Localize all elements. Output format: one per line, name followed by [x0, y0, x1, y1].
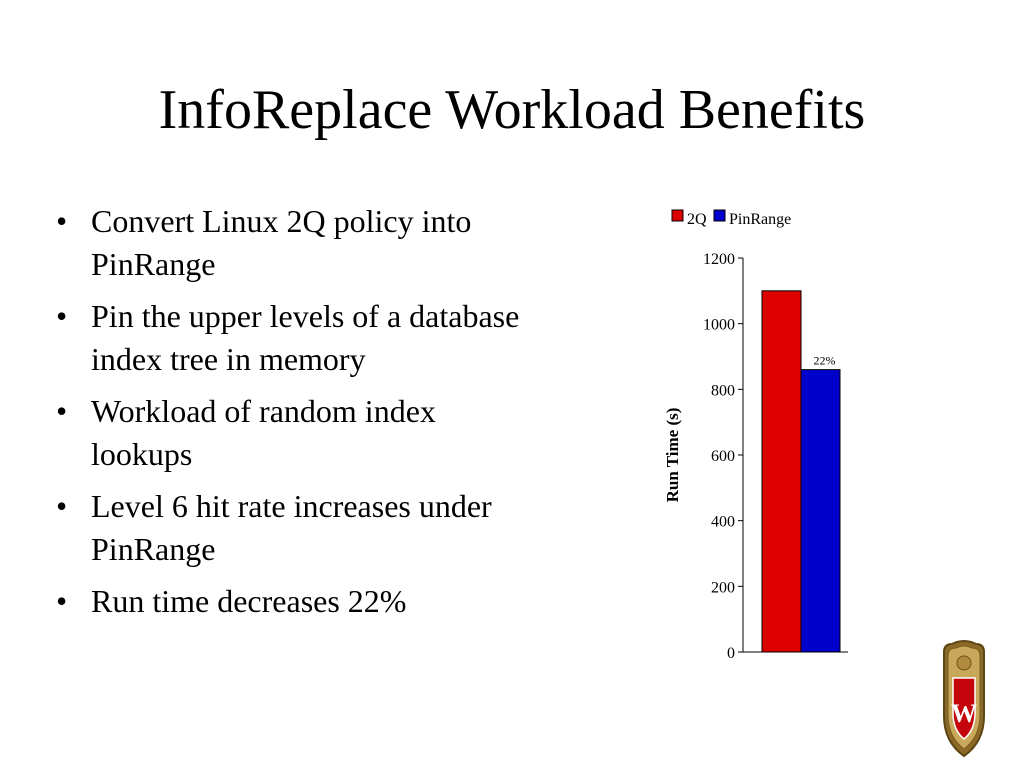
- bullet-dot: •: [56, 298, 68, 334]
- svg-text:W: W: [951, 699, 977, 728]
- bullet-item: • Level 6 hit rate increases under PinRan…: [50, 485, 520, 571]
- bar-data-label: 22%: [814, 354, 836, 368]
- bullet-text: Run time decreases 22%: [91, 583, 407, 619]
- bullet-text: Workload of random index lookups: [91, 393, 436, 472]
- slide-title: InfoReplace Workload Benefits: [158, 79, 866, 141]
- bullet-text: Convert Linux 2Q policy into PinRange: [91, 203, 472, 282]
- y-tick-label: 1000: [703, 317, 735, 334]
- legend-swatch: [713, 209, 726, 222]
- bullet-item: • Convert Linux 2Q policy into PinRange: [50, 200, 520, 286]
- bullet-item: • Workload of random index lookups: [50, 390, 520, 476]
- bar-2q: [761, 290, 802, 653]
- y-tick-label: 800: [711, 382, 735, 399]
- bullet-text: Level 6 hit rate increases under PinRang…: [91, 488, 492, 567]
- y-tick-label: 0: [727, 645, 735, 662]
- university-crest-icon: W: [943, 640, 985, 758]
- legend-label: 2Q: [687, 211, 707, 228]
- bullet-item: • Run time decreases 22%: [50, 580, 520, 623]
- y-tick-label: 1200: [703, 251, 735, 268]
- bullet-dot: •: [56, 203, 68, 239]
- bullet-dot: •: [56, 488, 68, 524]
- legend-label: PinRange: [729, 211, 791, 228]
- legend-swatch: [671, 209, 684, 222]
- y-tick-label: 600: [711, 448, 735, 465]
- bullet-text: Pin the upper levels of a database index…: [91, 298, 520, 377]
- y-tick-label: 400: [711, 514, 735, 531]
- bullet-item: • Pin the upper levels of a database inde…: [50, 295, 520, 381]
- y-tick-label: 200: [711, 579, 735, 596]
- bullet-list: • Convert Linux 2Q policy into PinRange •…: [50, 200, 520, 632]
- bullet-dot: •: [56, 393, 68, 429]
- y-axis-title: Run Time (s): [663, 408, 682, 503]
- bullet-dot: •: [56, 583, 68, 619]
- bar-pinrange: [800, 369, 841, 653]
